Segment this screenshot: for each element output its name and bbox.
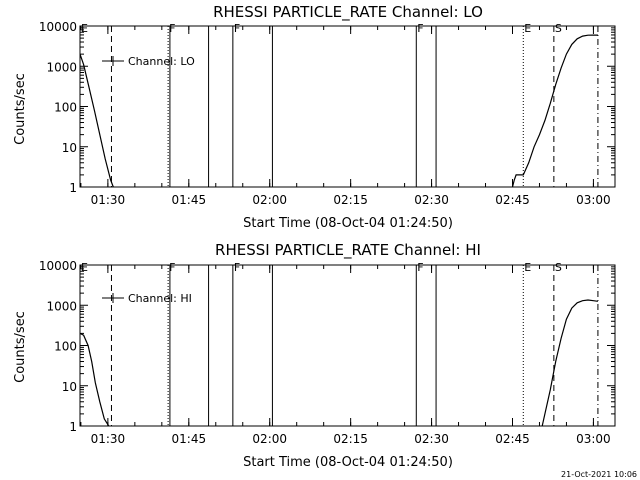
plot-frame-hi [79, 264, 616, 427]
x-tick-label: 03:00 [576, 432, 611, 446]
x-tick-label: 02:15 [333, 193, 368, 207]
series-line-segment [511, 34, 598, 188]
x-tick-label: 01:30 [91, 193, 126, 207]
series-line-segment [79, 332, 110, 427]
legend-hi: Channel: HI [102, 292, 192, 305]
chart-title-hi: RHESSI PARTICLE_RATE Channel: HI [215, 241, 481, 260]
chart-panel-hi: RHESSI PARTICLE_RATE Channel: HI Start T… [13, 241, 616, 470]
y-tick-label: 100 [54, 101, 77, 115]
plot-frame-lo [79, 25, 616, 188]
event-marker-label: S [555, 22, 562, 35]
x-axis-label-lo: Start Time (08-Oct-04 01:24:50) [243, 216, 453, 231]
x-tick-label: 03:00 [576, 193, 611, 207]
event-marker-label: F [169, 22, 175, 35]
event-marker-label: S [555, 261, 562, 274]
event-marker-label: E [524, 22, 531, 35]
event-marker-label: F [417, 261, 423, 274]
x-tick-label: 02:45 [495, 193, 530, 207]
x-tick-label: 02:30 [414, 432, 449, 446]
legend-label-hi: Channel: HI [128, 292, 192, 305]
x-tick-label: 01:45 [172, 193, 207, 207]
y-tick-label: 1000 [46, 60, 77, 74]
x-tick-label: 01:45 [172, 432, 207, 446]
y-tick-label: 10 [62, 380, 77, 394]
y-tick-label: 100 [54, 340, 77, 354]
x-tick-label: 02:15 [333, 432, 368, 446]
data-series-lo [79, 34, 598, 188]
y-tick-label: 10000 [39, 259, 77, 273]
x-tick-label: 02:00 [252, 432, 287, 446]
x-ticks-lo: 01:30 01:45 02:00 02:15 02:30 02:45 03:00 [80, 26, 611, 207]
event-marker-label: F [169, 261, 175, 274]
y-axis-label-hi: Counts/sec [13, 311, 28, 383]
series-line-segment [79, 53, 114, 188]
y-ticks-lo: 1 10 100 1000 10000 [39, 20, 615, 195]
event-marker-label: F [234, 22, 240, 35]
date-stamp: 21-Oct-2021 10:06 [561, 470, 637, 479]
event-marker-label: F [234, 261, 240, 274]
chart-title-lo: RHESSI PARTICLE_RATE Channel: LO [213, 3, 483, 22]
y-tick-label: 1 [69, 420, 77, 434]
legend-lo: Channel: LO [102, 55, 195, 68]
x-tick-label: 02:00 [252, 193, 287, 207]
event-marker-label: E [81, 22, 88, 35]
y-tick-label: 1000 [46, 299, 77, 313]
y-tick-label: 10 [62, 141, 77, 155]
y-axis-label-lo: Counts/sec [13, 73, 28, 145]
legend-label-lo: Channel: LO [128, 55, 195, 68]
event-marker-label: F [417, 22, 423, 35]
y-tick-label: 1 [69, 181, 77, 195]
y-ticks-hi: 1 10 100 1000 10000 [39, 259, 615, 434]
event-marker-label: E [81, 261, 88, 274]
y-tick-label: 10000 [39, 20, 77, 34]
data-series-hi [79, 299, 598, 427]
chart-panel-lo: RHESSI PARTICLE_RATE Channel: LO Start T… [13, 3, 616, 231]
x-tick-label: 01:30 [91, 432, 126, 446]
series-line-segment [541, 299, 598, 427]
x-tick-label: 02:45 [495, 432, 530, 446]
event-marker-label: E [524, 261, 531, 274]
x-axis-label-hi: Start Time (08-Oct-04 01:24:50) [243, 455, 453, 470]
x-tick-label: 02:30 [414, 193, 449, 207]
x-ticks-hi: 01:30 01:45 02:00 02:15 02:30 02:45 03:00 [80, 265, 611, 446]
